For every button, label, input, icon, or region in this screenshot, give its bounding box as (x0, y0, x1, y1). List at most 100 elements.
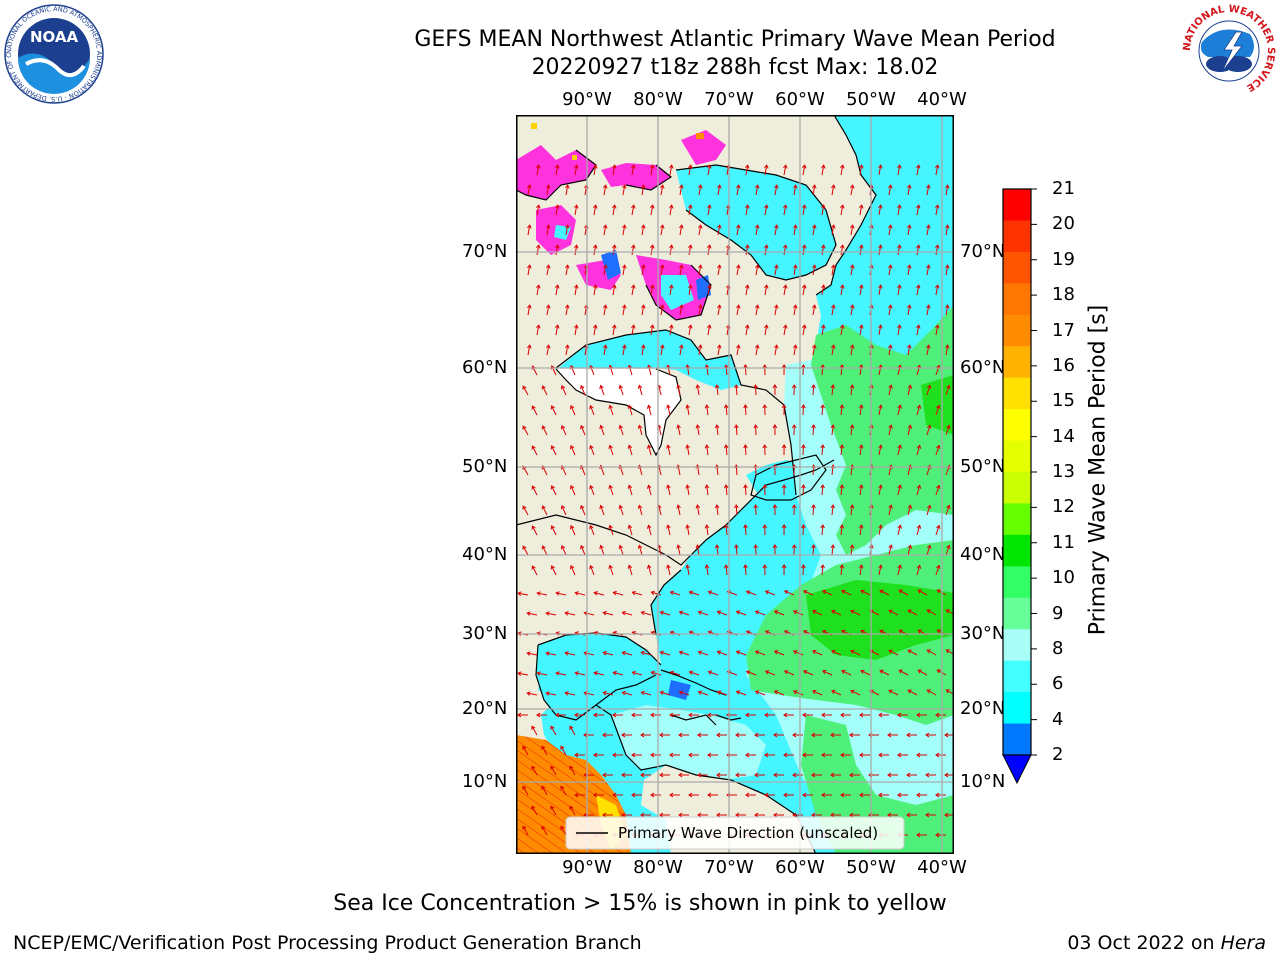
wave-arrow-head (660, 304, 665, 309)
wave-arrow (698, 611, 709, 616)
wave-arrow-head (698, 344, 703, 349)
wave-arrow-head (858, 524, 864, 529)
wave-arrow-head (659, 610, 664, 616)
wave-arrow-head (821, 324, 826, 329)
wave-arrow-head (745, 630, 751, 635)
wave-arrow (926, 345, 930, 356)
wave-arrow (821, 285, 825, 296)
wave-arrow (622, 305, 626, 316)
wave-arrow (878, 245, 882, 256)
wave-arrow (632, 671, 643, 676)
wave-arrow-head (859, 244, 864, 249)
wave-arrow-head (869, 544, 874, 549)
wave-arrow-head (679, 184, 684, 189)
wave-arrow (765, 670, 776, 676)
wave-arrow (660, 345, 664, 356)
wave-arrow-head (704, 524, 710, 529)
wave-arrow (725, 485, 728, 496)
wave-arrow-head (531, 445, 536, 450)
wave-arrow (897, 325, 901, 336)
wave-arrow-head (898, 589, 903, 594)
wave-arrow-head (622, 264, 627, 269)
wave-arrow-head (612, 712, 617, 718)
wave-arrow (628, 365, 633, 376)
wave-arrow-head (589, 404, 594, 410)
wave-arrow-head (659, 772, 664, 778)
wave-arrow-head (669, 712, 674, 718)
colorbar-band (1003, 723, 1031, 756)
footer-right: 03 Oct 2022 on Hera (1067, 932, 1266, 954)
wave-arrow (698, 225, 702, 236)
wave-arrow (907, 425, 911, 436)
wave-arrow-head (764, 284, 769, 289)
wave-arrow-head (570, 524, 575, 530)
wave-arrow (570, 365, 576, 376)
wave-arrow (600, 385, 605, 396)
wave-arrow-head (764, 590, 770, 595)
wave-arrow-head (839, 484, 845, 489)
wave-arrow (669, 325, 673, 336)
wave-arrow-head (602, 610, 607, 616)
wave-arrow-head (717, 344, 722, 349)
wave-arrow-head (783, 670, 789, 675)
wave-arrow-head (849, 732, 854, 738)
wave-arrow (612, 205, 616, 216)
wave-arrow-head (688, 792, 693, 798)
wave-arrow-head (736, 344, 741, 349)
wave-arrow-head (685, 364, 690, 369)
wave-arrow-head (869, 384, 874, 389)
lon-label-bottom-80w: 80°W (633, 857, 683, 878)
wave-arrow-head (753, 424, 759, 429)
wave-arrow-head (783, 244, 788, 249)
wave-arrow-head (791, 504, 797, 509)
wave-arrow-head (841, 669, 846, 674)
wave-arrow (831, 345, 835, 356)
wave-arrow-head (560, 385, 566, 390)
wave-arrow-head (745, 324, 750, 329)
wave-arrow-head (574, 204, 579, 209)
wave-arrow (783, 285, 787, 296)
wave-arrow (707, 325, 711, 336)
wave-arrow-head (555, 324, 560, 329)
wave-arrow (522, 425, 529, 436)
wave-arrow-head (659, 812, 664, 818)
colorbar-band (1003, 503, 1031, 536)
wave-arrow-head (764, 164, 769, 169)
colorbar-band (1003, 189, 1031, 221)
wave-arrow-head (907, 384, 913, 389)
wave-arrow-head (608, 564, 613, 570)
wave-arrow (613, 671, 624, 676)
wave-arrow-head (850, 649, 855, 654)
wave-arrow-head (840, 164, 845, 169)
wave-arrow-head (666, 444, 671, 449)
wave-arrow (840, 205, 844, 216)
wave-arrow-head (869, 304, 874, 309)
wave-arrow (707, 165, 711, 176)
wave-arrow-head (608, 404, 613, 410)
lat-label-right-50n: 50°N (960, 456, 1006, 477)
wave-arrow (541, 786, 548, 796)
wave-arrow-head (723, 484, 729, 489)
wave-arrow (531, 525, 538, 536)
colorbar-band (1003, 409, 1031, 442)
wave-arrow-head (897, 204, 902, 209)
wave-arrow-head (791, 384, 797, 389)
wave-arrow (651, 671, 662, 676)
wave-arrow-head (802, 630, 808, 635)
wave-arrow-head (897, 404, 902, 409)
wave-arrow (565, 265, 569, 276)
wave-arrow (574, 325, 578, 336)
wave-arrow-head (698, 184, 703, 189)
wave-arrow (603, 612, 614, 616)
wave-arrow-head (840, 752, 845, 758)
wave-arrow-head (704, 364, 710, 369)
wave-arrow (612, 165, 616, 176)
wave-arrow-head (650, 670, 655, 676)
wave-arrow (888, 225, 892, 236)
wave-arrow (706, 525, 709, 536)
wave-arrow-head (850, 304, 855, 309)
wave-arrow (831, 225, 835, 236)
wave-arrow (850, 545, 853, 556)
wave-arrow-head (755, 184, 760, 189)
wave-arrow-head (637, 424, 643, 429)
